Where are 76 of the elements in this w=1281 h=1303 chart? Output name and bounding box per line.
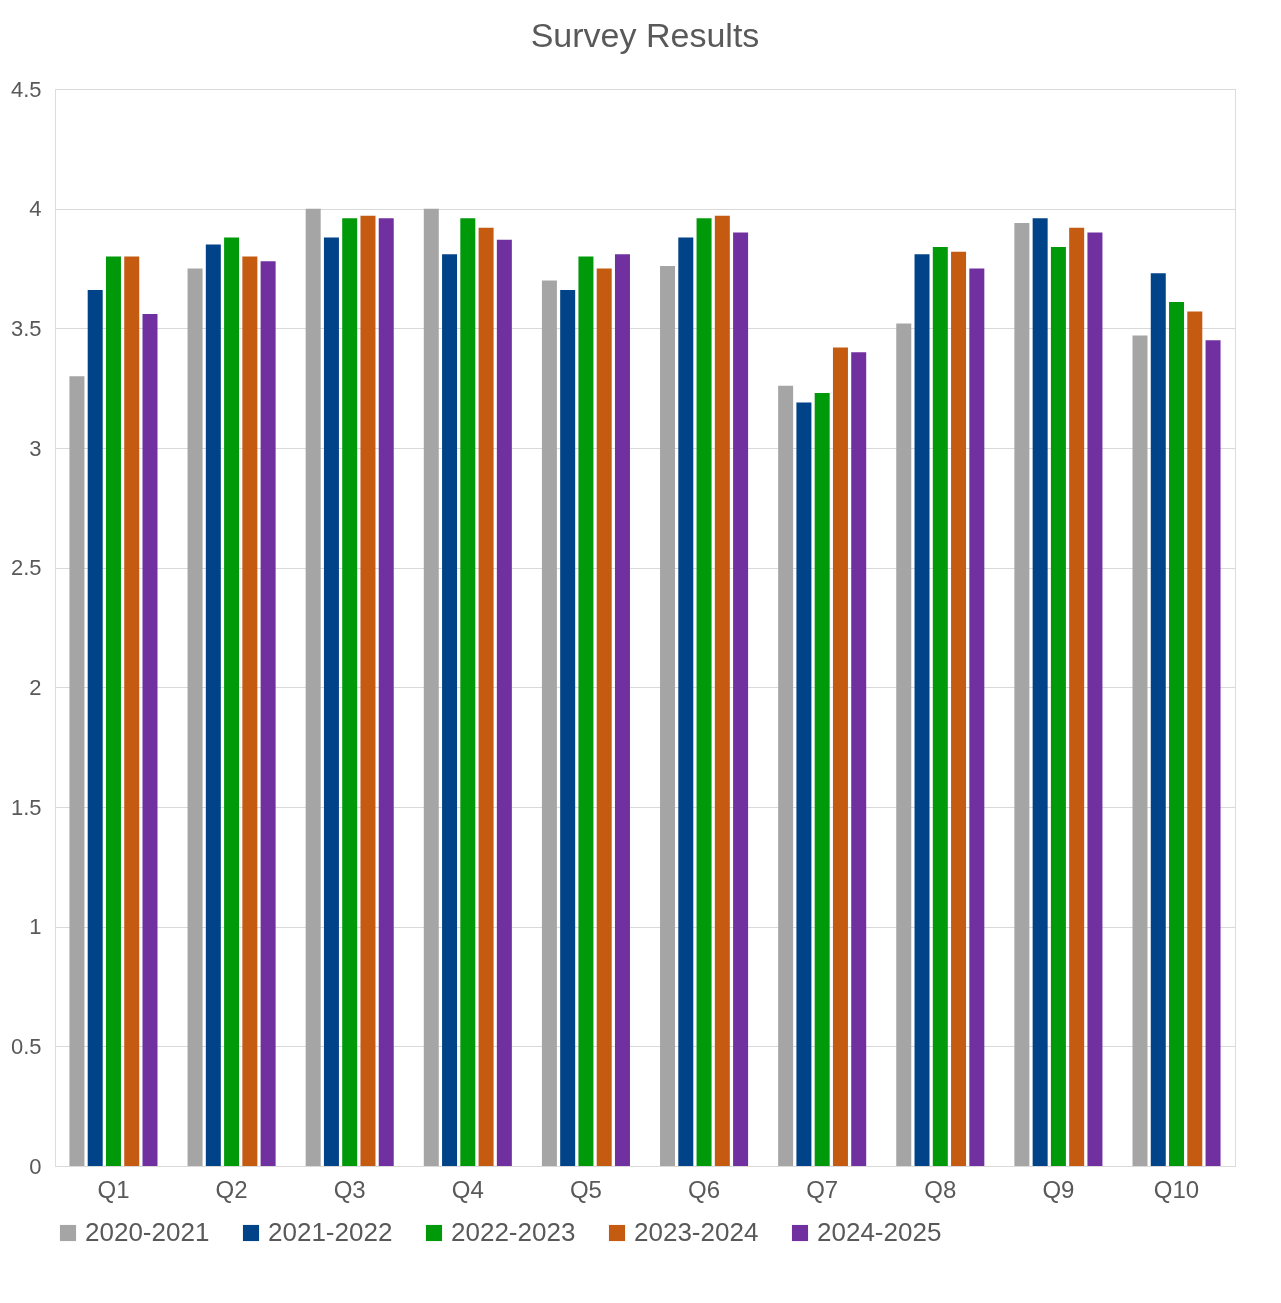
bar bbox=[1014, 223, 1030, 1166]
legend-label: 2024-2025 bbox=[817, 1217, 942, 1247]
bar bbox=[442, 254, 458, 1166]
bar bbox=[932, 246, 948, 1166]
bar bbox=[1150, 273, 1166, 1166]
legend-label: 2022-2023 bbox=[451, 1217, 576, 1247]
x-tick-label: Q5 bbox=[569, 1175, 602, 1203]
bar bbox=[242, 256, 258, 1166]
bar bbox=[714, 215, 730, 1166]
bar bbox=[142, 313, 158, 1166]
bar bbox=[205, 244, 221, 1166]
x-tick-label: Q3 bbox=[333, 1175, 366, 1203]
y-tick-label: 3.5 bbox=[10, 315, 42, 341]
x-tick-label: Q9 bbox=[1042, 1175, 1075, 1203]
bar bbox=[578, 256, 594, 1166]
bar bbox=[323, 237, 339, 1166]
x-tick-label: Q7 bbox=[806, 1175, 839, 1203]
x-tick-label: Q1 bbox=[97, 1175, 130, 1203]
bar bbox=[541, 280, 557, 1166]
bar bbox=[896, 323, 912, 1166]
x-tick-label: Q10 bbox=[1153, 1175, 1200, 1203]
bar bbox=[660, 266, 676, 1166]
bar bbox=[87, 290, 103, 1166]
bar bbox=[778, 385, 794, 1166]
bar bbox=[1169, 302, 1185, 1166]
legend-label: 2023-2024 bbox=[634, 1217, 759, 1247]
bar bbox=[496, 239, 512, 1166]
y-tick-label: 1 bbox=[29, 914, 42, 940]
bar bbox=[832, 347, 848, 1166]
bar bbox=[1069, 227, 1085, 1166]
y-tick-label: 2.5 bbox=[10, 555, 42, 581]
bar bbox=[1087, 232, 1103, 1166]
bar bbox=[951, 251, 967, 1166]
x-tick-label: Q4 bbox=[451, 1175, 484, 1203]
legend-label: 2021-2022 bbox=[268, 1217, 393, 1247]
legend-label: 2020-2021 bbox=[85, 1217, 210, 1247]
y-tick-label: 3 bbox=[29, 435, 42, 461]
bar bbox=[1050, 246, 1066, 1166]
bar bbox=[187, 268, 203, 1166]
bar bbox=[378, 218, 394, 1166]
bar bbox=[1132, 335, 1148, 1166]
bar bbox=[851, 352, 867, 1166]
y-tick-label: 0.5 bbox=[10, 1033, 42, 1059]
bar bbox=[224, 237, 240, 1166]
x-tick-label: Q2 bbox=[215, 1175, 248, 1203]
bar bbox=[696, 218, 712, 1166]
y-tick-label: 1.5 bbox=[10, 794, 42, 820]
bar bbox=[460, 218, 476, 1166]
bar bbox=[614, 254, 630, 1166]
bar bbox=[560, 290, 576, 1166]
bar bbox=[105, 256, 121, 1166]
y-tick-label: 4 bbox=[29, 196, 42, 222]
bar bbox=[678, 237, 694, 1166]
bar bbox=[969, 268, 985, 1166]
y-tick-label: 4.5 bbox=[10, 76, 42, 102]
bar bbox=[596, 268, 612, 1166]
y-tick-label: 0 bbox=[29, 1153, 42, 1179]
bar bbox=[342, 218, 358, 1166]
y-tick-label: 2 bbox=[29, 674, 42, 700]
bar bbox=[423, 208, 439, 1166]
bar bbox=[69, 376, 85, 1166]
bar bbox=[914, 254, 930, 1166]
bar bbox=[814, 392, 830, 1166]
bar bbox=[360, 215, 376, 1166]
bar bbox=[260, 261, 276, 1166]
bar bbox=[1187, 311, 1203, 1166]
x-tick-label: Q8 bbox=[924, 1175, 957, 1203]
bar bbox=[478, 227, 494, 1166]
bar bbox=[796, 402, 812, 1166]
bar bbox=[1205, 340, 1221, 1166]
x-tick-label: Q6 bbox=[688, 1175, 721, 1203]
bar bbox=[305, 208, 321, 1166]
chart-title: Survey Results bbox=[530, 16, 760, 54]
bar bbox=[733, 232, 749, 1166]
bar bbox=[1032, 218, 1048, 1166]
bar bbox=[124, 256, 140, 1166]
